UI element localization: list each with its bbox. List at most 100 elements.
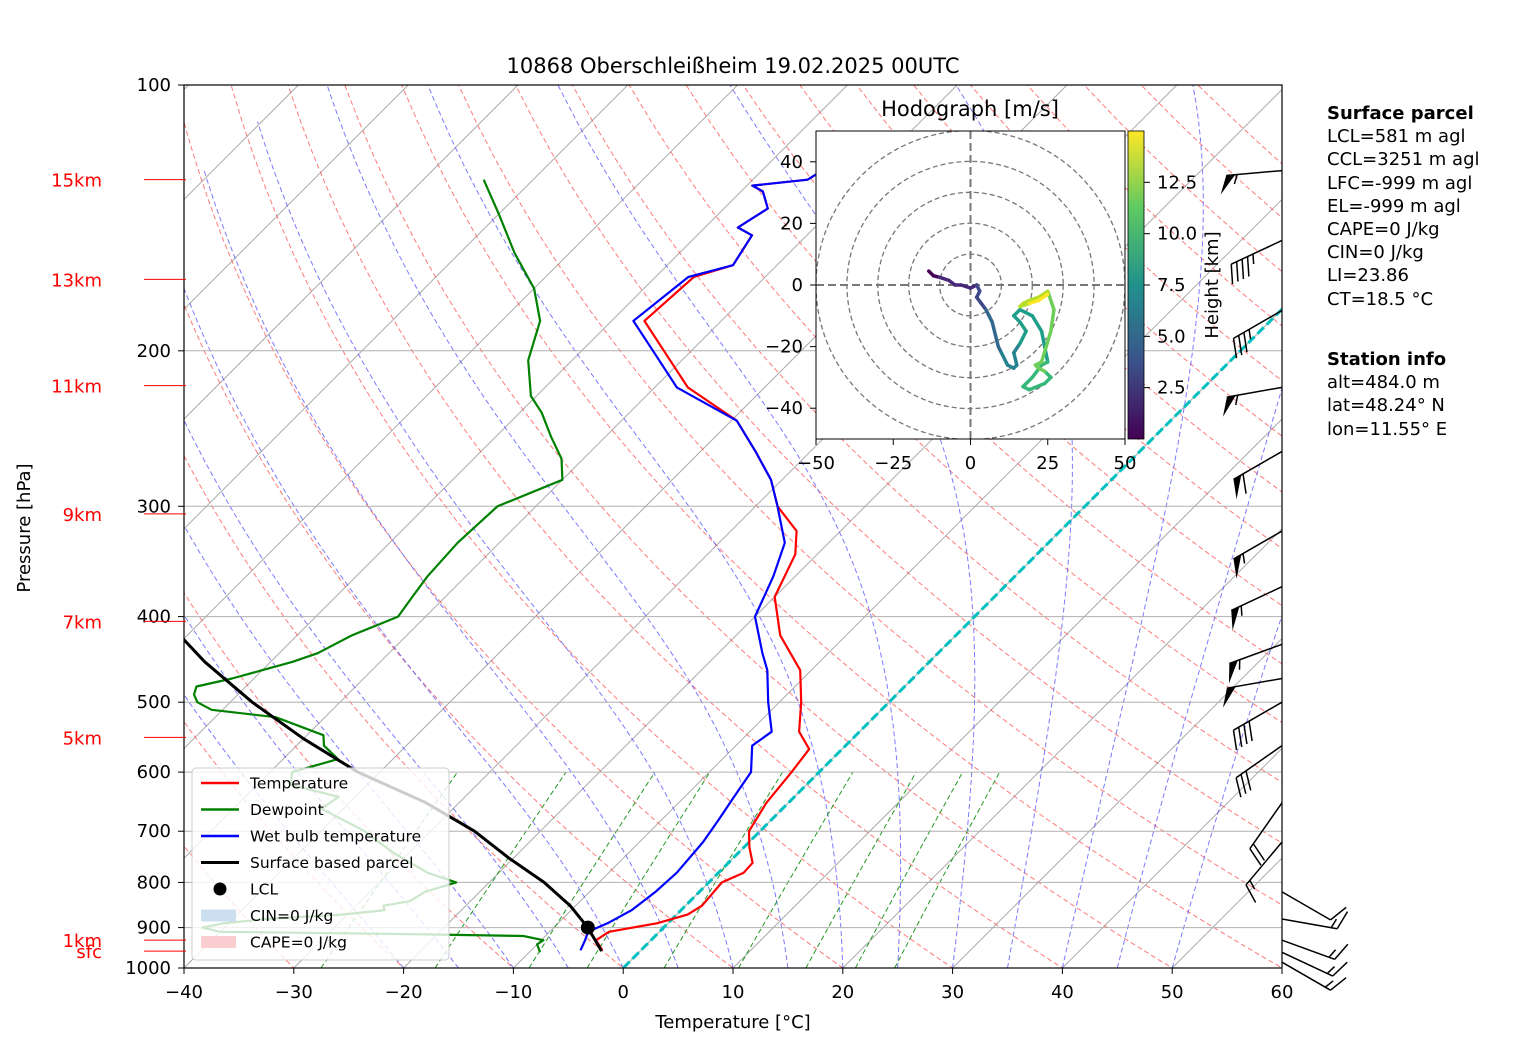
wind-barb-staff [1226, 677, 1283, 689]
station-info-heading: Station info [1327, 349, 1447, 370]
x-axis-label: Temperature [°C] [654, 1012, 810, 1033]
x-tick-label: 30 [941, 982, 964, 1003]
cin-value: CIN=0 J/kg [1327, 242, 1424, 264]
height-label: 7km [63, 612, 102, 633]
moist-adiabat-line [427, 85, 844, 968]
legend-label: Wet bulb temperature [250, 828, 421, 846]
wind-barb-staff [1281, 939, 1335, 961]
wind-barb-feather [1235, 777, 1242, 798]
x-tick-label: −30 [275, 982, 313, 1003]
dry-adiabat-line [184, 454, 624, 968]
wind-barb-staff [1245, 841, 1283, 886]
hodograph-x-tick-label: −50 [797, 453, 835, 474]
isotherm-line [732, 418, 1282, 968]
wind-barb-staff [1230, 239, 1283, 265]
hodograph-y-tick-label: −40 [765, 398, 803, 419]
axis-ticks: −40 −30 −20 −10 0 10 20 30 40 50 60100200300400500… [51, 75, 1293, 1003]
wind-barb-feather [1235, 261, 1239, 282]
hodograph-y-tick-label: 20 [780, 213, 803, 234]
wind-barb-feather [1245, 884, 1257, 903]
dry-adiabat-line [184, 120, 844, 968]
wind-barb [1222, 677, 1283, 708]
dry-adiabat-line [742, 85, 1282, 607]
wind-barb-staff [1233, 701, 1283, 731]
hodograph-trace-segment [1018, 307, 1035, 318]
legend-label: LCL [250, 881, 278, 899]
wind-barb [1232, 309, 1283, 359]
wind-barb-staff [1281, 951, 1334, 977]
el-value: EL=-999 m agl [1327, 195, 1461, 217]
wind-barb-staff [1281, 961, 1331, 991]
y-tick-label: 100 [137, 75, 171, 96]
y-tick-label: 1000 [125, 958, 171, 979]
isotherm-line [842, 528, 1282, 968]
wind-barb-feather [1241, 259, 1245, 280]
dry-adiabat-line [799, 85, 1282, 550]
hodograph-trace-segment [1049, 307, 1056, 333]
moist-adiabat-line [184, 419, 569, 968]
hodograph-x-tick-label: 25 [1036, 453, 1059, 474]
y-tick-label: 900 [137, 918, 171, 939]
isotherm-line [184, 85, 519, 420]
colorbar-tick-label: 12.5 [1157, 172, 1197, 193]
moist-adiabat-line [184, 287, 624, 968]
wind-barb-half-feather [1324, 980, 1334, 988]
wind-barb-staff [1233, 530, 1283, 560]
wind-barb-feather [1330, 906, 1347, 921]
wind-barb-half-feather [1242, 553, 1246, 564]
x-tick-label: 60 [1271, 982, 1294, 1003]
wind-barb-pennant [1231, 606, 1240, 631]
y-tick-label: 700 [137, 821, 171, 842]
wind-barb [1281, 911, 1349, 930]
wind-barb-feather [1237, 727, 1243, 748]
legend-patch-swatch [201, 909, 236, 922]
wind-barbs [1220, 169, 1349, 991]
y-tick-label: 500 [137, 692, 171, 713]
lcl-marker [580, 920, 595, 935]
legend-label: Dewpoint [250, 801, 324, 819]
hodograph-trace-segment [1036, 292, 1050, 303]
hodograph-trace-segment [1018, 320, 1028, 333]
wind-barb-half-feather [1234, 395, 1239, 406]
wind-barb-staff [1249, 802, 1283, 850]
dry-adiabat-line [344, 85, 1174, 968]
wind-barb [1281, 891, 1347, 921]
height-label: 5km [63, 728, 102, 749]
moist-adiabat-line [257, 121, 734, 968]
isotherm-line [1062, 747, 1282, 968]
surface-parcel-heading: Surface parcel [1327, 103, 1474, 124]
hodograph-trace-segment [1012, 351, 1019, 367]
wind-barb-feather [1232, 338, 1238, 359]
wind-barb-staff [1281, 918, 1338, 930]
profile-curves [184, 169, 823, 953]
hodograph-trace-segment [1027, 381, 1047, 392]
wind-barb [1230, 586, 1283, 631]
wind-barb-feather [1243, 332, 1248, 353]
x-tick-label: 0 [617, 982, 628, 1003]
chart-title: 10868 Oberschleißheim 19.02.2025 00UTC [507, 54, 960, 78]
wind-barb-feather [1246, 256, 1250, 277]
wind-barb-half-feather [1249, 879, 1256, 890]
wind-barb [1235, 745, 1283, 798]
wind-barb-staff [1281, 891, 1331, 921]
colorbar-label: Height [km] [1202, 231, 1223, 338]
wind-barb-feather [1230, 264, 1234, 285]
wind-barb-staff [1226, 169, 1283, 177]
wind-barb-staff [1230, 586, 1283, 612]
height-label: 15km [51, 171, 102, 192]
wind-barb-half-feather [1233, 174, 1238, 185]
wind-barb [1228, 643, 1283, 684]
x-tick-label: 20 [831, 982, 854, 1003]
isotherm-line [184, 85, 848, 750]
wind-barb-feather [1330, 977, 1347, 991]
colorbar-tick-label: 10.0 [1157, 224, 1197, 245]
cape-value: CAPE=0 J/kg [1327, 219, 1440, 241]
wet-bulb-temperature-line [579, 169, 823, 951]
lcl-value: LCL=581 m agl [1327, 126, 1466, 148]
moist-adiabat-line [557, 85, 902, 968]
x-tick-label: −10 [494, 982, 532, 1003]
legend-label: Temperature [249, 775, 348, 793]
li-value: LI=23.86 [1327, 265, 1409, 287]
hodograph-trace-segment [1036, 289, 1050, 300]
wind-barb-half-feather [1248, 329, 1252, 340]
